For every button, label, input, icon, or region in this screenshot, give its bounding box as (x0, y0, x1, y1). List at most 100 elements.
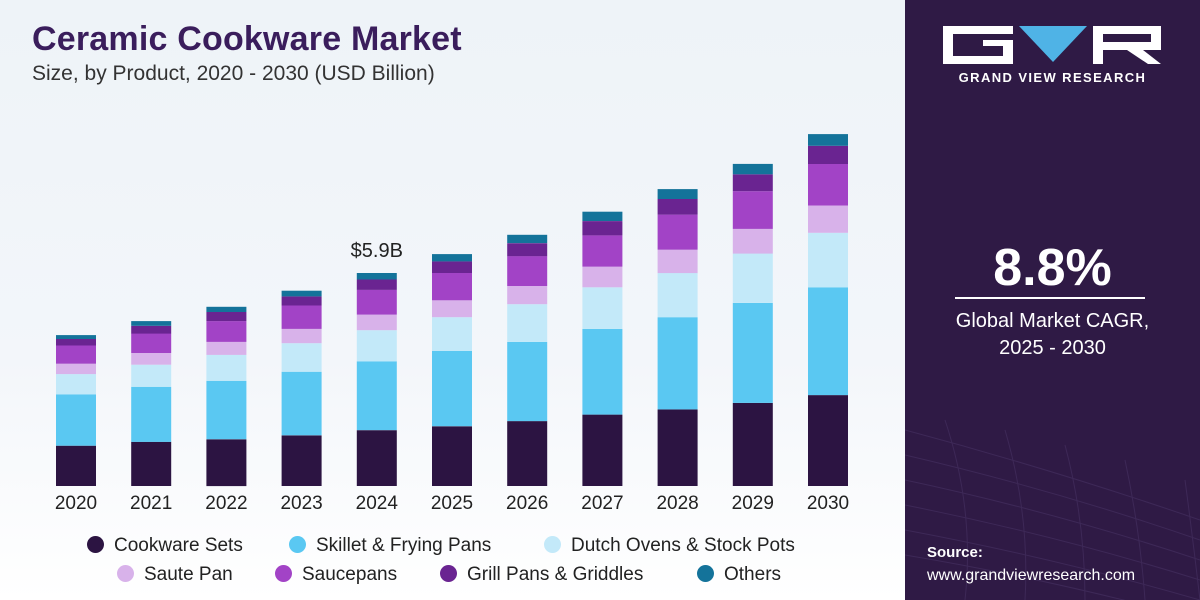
x-tick-label: 2029 (732, 493, 774, 514)
bar-segment-2022-4 (206, 321, 247, 342)
x-tick-label: 2027 (581, 493, 623, 514)
bar-segment-2028-3 (657, 249, 698, 274)
bar-segment-2023-6 (281, 290, 322, 297)
bar-segment-2029-4 (732, 191, 773, 229)
page-title: Ceramic Cookware Market (32, 20, 462, 58)
bar-segment-2021-1 (131, 386, 172, 442)
legend-item-grill-pans-griddles: Grill Pans & Griddles (440, 564, 643, 586)
x-tick-label: 2026 (506, 493, 548, 514)
bar-segment-2026-3 (507, 286, 548, 305)
bar-segment-2024-5 (356, 279, 397, 290)
x-tick-label: 2025 (431, 493, 473, 514)
legend-swatch (440, 565, 457, 582)
bar-segment-2020-6 (56, 335, 96, 339)
bar-segment-2023-5 (281, 296, 322, 306)
bar-segment-2021-0 (131, 441, 172, 486)
bar-segment-2029-5 (732, 174, 773, 192)
bar-segment-2030-6 (808, 134, 848, 146)
bar-segment-2025-2 (432, 317, 472, 351)
bar-segment-2029-6 (732, 163, 773, 175)
bar-segment-2022-0 (206, 439, 247, 487)
bar-segment-2025-0 (432, 426, 472, 486)
bar-segment-2022-6 (206, 306, 247, 312)
bar-segment-2024-6 (356, 273, 397, 280)
legend-item-saucepans: Saucepans (275, 564, 397, 586)
chart-panel: Ceramic Cookware Market Size, by Product… (0, 0, 905, 600)
chart-subtitle: Size, by Product, 2020 - 2030 (USD Billi… (32, 62, 435, 85)
stacked-bar-chart: 2020 2021 2022 2023 2024 2025 2026 2027 2028 2029… (55, 134, 849, 514)
bar-segment-2024-3 (356, 314, 397, 331)
bar-segment-2027-5 (582, 221, 623, 236)
x-tick-label: 2028 (656, 493, 698, 514)
bar-segment-2025-5 (432, 261, 472, 273)
legend-swatch (275, 565, 292, 582)
cagr-value: 8.8% (993, 239, 1112, 297)
bar-segment-2027-6 (582, 211, 623, 221)
bar-segment-2022-5 (206, 312, 247, 322)
bar-segment-2028-4 (657, 214, 698, 250)
legend-swatch (544, 536, 561, 553)
bar-segment-2020-2 (56, 374, 96, 395)
bar-segment-2030-3 (808, 205, 848, 233)
bar-segment-2028-0 (657, 409, 698, 486)
cagr-label-line-1: Global Market CAGR, (955, 310, 1150, 332)
legend-label: Cookware Sets (114, 535, 243, 556)
x-tick-label: 2023 (280, 493, 322, 514)
bar-segment-2023-0 (281, 435, 322, 486)
bar-segment-2021-2 (131, 364, 172, 387)
bar-segment-2020-5 (56, 339, 96, 346)
bar-segment-2026-6 (507, 234, 548, 244)
x-tick-label: 2030 (807, 493, 849, 514)
bar-segment-2030-0 (808, 395, 848, 486)
bar-segment-2020-1 (56, 394, 96, 446)
bar-segment-2021-3 (131, 353, 172, 365)
bar-segment-2027-4 (582, 235, 623, 267)
bar-segment-2030-4 (808, 163, 848, 206)
legend-item-cookware-sets: Cookware Sets (87, 535, 243, 557)
bar-segment-2030-1 (808, 287, 848, 396)
sidebar-panel: GRAND VIEW RESEARCH 8.8% Global Market C… (905, 0, 1200, 600)
bar-segment-2020-4 (56, 345, 96, 364)
bar-segment-2024-0 (356, 430, 397, 486)
bar-segment-2025-4 (432, 273, 472, 301)
bar-value-annotation: $5.9B (351, 240, 403, 262)
bar-segment-2026-2 (507, 304, 548, 342)
bar-segment-2030-2 (808, 232, 848, 288)
bar-segment-2023-4 (281, 305, 322, 329)
x-tick-label: 2024 (356, 493, 399, 514)
bar-segment-2028-1 (657, 317, 698, 410)
bar-segment-2028-2 (657, 273, 698, 318)
legend-label: Others (724, 564, 782, 585)
bar-segment-2028-6 (657, 189, 698, 199)
legend-label: Skillet & Frying Pans (316, 535, 492, 556)
bar-segment-2026-4 (507, 256, 548, 286)
bar-segment-2027-2 (582, 287, 623, 329)
gvr-logo-icon (943, 26, 1161, 64)
bar-segment-2024-2 (356, 330, 397, 362)
legend-swatch (87, 536, 104, 553)
legend-item-saute-pan: Saute Pan (117, 564, 233, 586)
bar-segment-2021-4 (131, 333, 172, 353)
bar-segment-2020-0 (56, 445, 96, 486)
bar-segment-2029-1 (732, 302, 773, 403)
bar-segment-2022-1 (206, 380, 247, 440)
bar-segment-2023-3 (281, 328, 322, 344)
legend-item-skillet-frying-pans: Skillet & Frying Pans (289, 535, 491, 557)
bar-segment-2028-5 (657, 199, 698, 215)
legend-swatch (117, 565, 134, 582)
bar-segment-2021-5 (131, 325, 172, 334)
legend-swatch (289, 536, 306, 553)
bar-segment-2023-1 (281, 371, 322, 436)
x-tick-label: 2021 (130, 493, 172, 514)
x-tick-label: 2022 (205, 493, 247, 514)
source-link[interactable]: www.grandviewresearch.com (927, 567, 1136, 584)
cagr-label-line-2: 2025 - 2030 (999, 337, 1106, 359)
legend-label: Grill Pans & Griddles (467, 564, 644, 585)
source-label: Source: (927, 544, 983, 561)
cagr-label: Global Market CAGR, 2025 - 2030 (905, 308, 1200, 362)
bar-segment-2025-6 (432, 254, 472, 262)
bar-segment-2026-1 (507, 341, 548, 422)
bar-segment-2027-0 (582, 414, 623, 486)
bar-segment-2026-0 (507, 421, 548, 486)
bar-segment-2029-0 (732, 402, 773, 486)
